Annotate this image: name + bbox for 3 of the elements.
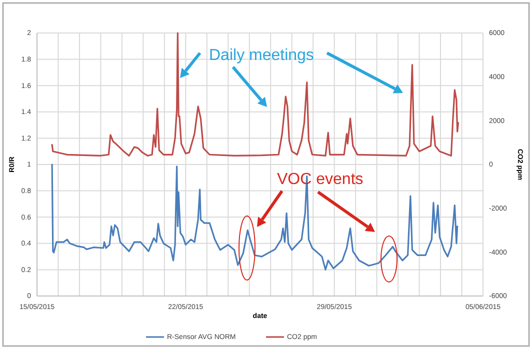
line-series [51,164,458,270]
annotation: Daily meetings [209,47,314,64]
line-series [51,32,460,157]
